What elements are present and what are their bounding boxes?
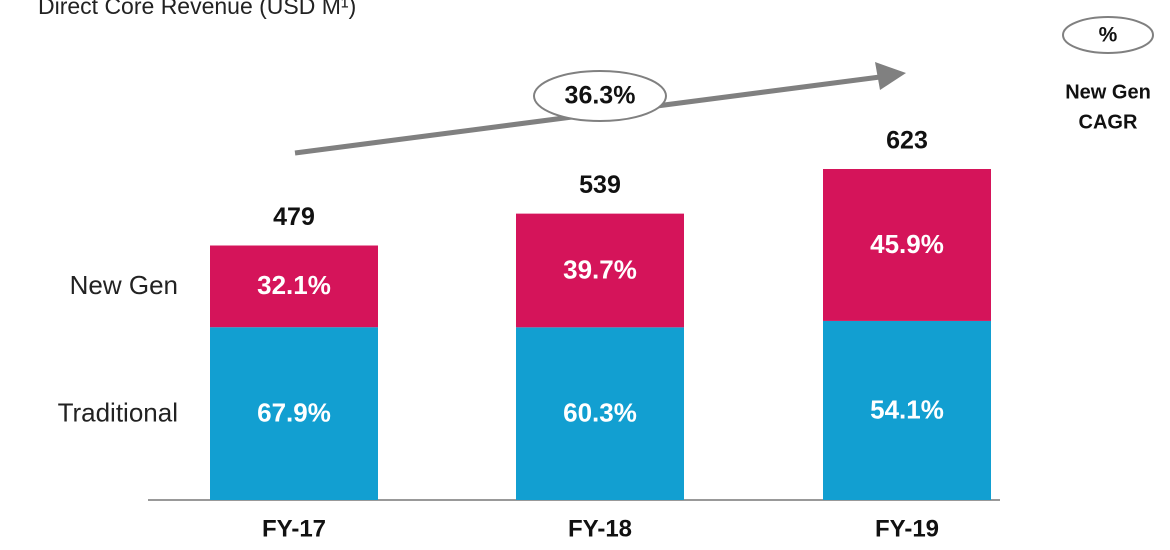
bar-segment — [823, 320, 991, 500]
total-label: 623 — [886, 127, 928, 155]
segment-label: 39.7% — [563, 254, 637, 284]
legend-text: New Gen — [1065, 81, 1151, 103]
bar-segment — [516, 327, 684, 500]
cagr-bubble — [533, 70, 667, 122]
legend-text: CAGR — [1079, 111, 1138, 133]
x-tick-label: FY-17 — [262, 515, 326, 542]
series-label: New Gen — [70, 270, 178, 300]
segment-label: 54.1% — [870, 394, 944, 424]
bar-segment — [210, 327, 378, 500]
x-tick-label: FY-19 — [875, 515, 939, 542]
legend-bubble — [1062, 16, 1154, 54]
bar-segment — [516, 213, 684, 328]
cagr-label: 36.3% — [565, 82, 636, 110]
segment-label: 67.9% — [257, 397, 331, 427]
segment-label: 45.9% — [870, 229, 944, 259]
total-label: 479 — [273, 203, 315, 231]
total-label: 539 — [579, 171, 621, 199]
series-label: Traditional — [58, 397, 178, 427]
segment-label: 32.1% — [257, 270, 331, 300]
segment-label: 60.3% — [563, 398, 637, 428]
x-tick-label: FY-18 — [568, 515, 632, 542]
bar-segment — [823, 169, 991, 321]
chart-title: Direct Core Revenue (USD M¹) — [38, 0, 356, 19]
arrow-head — [875, 62, 906, 90]
legend-symbol: % — [1099, 24, 1118, 47]
bar-segment — [210, 245, 378, 328]
